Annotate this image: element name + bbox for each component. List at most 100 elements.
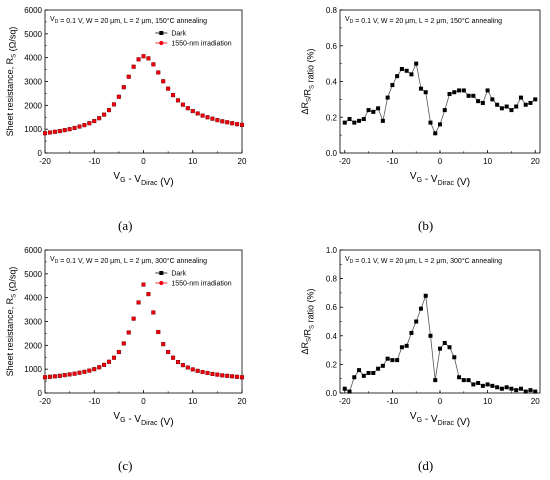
panel-d-y-tick-label: 0.8 [326, 275, 338, 284]
panel-d-data-point [504, 385, 509, 390]
panel-a-y-tick-label: 1000 [24, 125, 42, 134]
panel-d-data-point [371, 370, 376, 375]
panel-c-data-point [185, 365, 190, 370]
panel-c-data-point [57, 373, 62, 378]
panel-b-data-point [509, 108, 514, 113]
panel-d-data-point [442, 340, 447, 345]
panel-a-data-point [141, 54, 146, 59]
panel-d-data-point [342, 386, 347, 391]
panel-b-y-tick-label: 0.0 [326, 149, 338, 158]
panel-a-data-point [111, 102, 117, 107]
panel-c-legend-marker [159, 280, 164, 286]
panel-a-data-point [234, 122, 240, 127]
panel-c-data-point [131, 316, 136, 321]
panel-c-y-tick-label: 5000 [24, 270, 42, 279]
panel-a-data-point [121, 85, 126, 90]
panel-b-data-point [414, 61, 419, 66]
panel-d-data-point [418, 306, 423, 311]
panel-c-data-point [239, 375, 245, 380]
panel-c-data-point [156, 329, 161, 335]
panel-b-data-point [347, 117, 352, 122]
panel-d-data-point [495, 385, 500, 390]
panel-d-data-point [499, 386, 504, 391]
panel-d-y-tick-label: 0.2 [326, 360, 338, 369]
panel-c-annotation: VD = 0.1 V, W = 20 μm, L = 2 μm, 300°C a… [50, 256, 207, 265]
panel-a-data-point [156, 70, 161, 75]
panel-c-x-axis-label: VG - VDirac (V) [113, 411, 173, 428]
panel-label-b: (b) [418, 218, 434, 233]
panel-b-data-point [366, 108, 371, 113]
panel-label-c: (c) [118, 458, 133, 473]
panel-d-data-point [476, 380, 481, 385]
panel-b-data-point [447, 92, 452, 97]
panel-d-data-point [433, 378, 438, 383]
panel-c-data-point [141, 282, 146, 287]
panel-a-y-axis-label: Sheet resistance, RS (Ω/sq) [5, 27, 18, 137]
panel-a-legend-label: Dark [171, 31, 186, 38]
panel-label-d: (d) [418, 458, 434, 473]
panel-b-data-point [409, 72, 414, 77]
panel-d-data-point [414, 319, 419, 324]
panel-a-data-point [72, 125, 77, 131]
panel-d-data-point [518, 386, 523, 391]
panel-a-data-point [195, 111, 200, 116]
panel-d-data-point [509, 386, 514, 391]
panel-c-legend-marker [159, 271, 164, 275]
panel-b-annotation: VD = 0.1 V, W = 20 μm, L = 2 μm, 150°C a… [345, 16, 502, 25]
panel-d-data-point [480, 383, 485, 388]
panel-a-x-tick-label: -10 [88, 157, 100, 166]
panel-c-data-point [220, 373, 225, 378]
panel-c-data-point [121, 341, 126, 346]
panel-d-data-point [366, 370, 371, 375]
panel-a-legend-marker [159, 40, 164, 46]
panel-c-data-point [151, 310, 156, 315]
panel-a-data-point [230, 121, 235, 126]
panel-c-data-point [166, 349, 171, 355]
panel-c-x-tick-label: 0 [141, 397, 146, 406]
panel-a-x-tick-label: 10 [188, 157, 197, 166]
panel-b-data-point [442, 108, 447, 113]
panel-b-data-point [399, 66, 404, 71]
panel-b-data-point [361, 117, 366, 122]
panel-b-data-point [514, 104, 519, 109]
panel-b-data-point [476, 99, 481, 104]
panel-a-data-point [190, 108, 195, 114]
panel-b-data-point [342, 120, 347, 125]
panel-b-data-point [428, 120, 433, 125]
panel-c-y-tick-label: 2000 [24, 341, 42, 350]
panel-a-y-tick-label: 2000 [24, 101, 42, 110]
panel-d-data-point [514, 388, 519, 393]
panel-c-data-point [97, 365, 102, 370]
panel-c-data-point [87, 368, 92, 373]
panel-a-data-point [47, 130, 53, 135]
panel-label-a: (a) [118, 218, 133, 233]
panel-c-data-point [106, 359, 112, 364]
panel-a-data-point [57, 128, 62, 134]
panel-c-y-tick-label: 4000 [24, 294, 42, 303]
panel-c-y-tick-label: 6000 [24, 246, 42, 255]
panel-b-data-point [385, 95, 390, 100]
panel-b-data-point [371, 109, 376, 114]
panel-a-data-point [225, 120, 230, 125]
panel-a-x-tick-label: -20 [39, 157, 51, 166]
panel-d-data-point [452, 355, 457, 360]
panel-b-data-point [395, 74, 400, 79]
panel-a-data-point [175, 98, 181, 103]
panel-b-data-point [461, 88, 466, 93]
panel-c-data-point [126, 330, 131, 335]
panel-d-data-point [399, 345, 404, 350]
panel-b-y-tick-label: 0.2 [326, 113, 338, 122]
panel-d-data-point [404, 343, 409, 348]
panel-d-data-point [523, 389, 528, 394]
panel-d-data-point [428, 333, 433, 338]
panel-b-data-point [533, 97, 538, 102]
panel-a-data-point [151, 62, 156, 67]
panel-c-x-tick-label: -20 [39, 397, 51, 406]
panel-a-annotation: VD = 0.1 V, W = 20 μm, L = 2 μm, 150°C a… [50, 16, 207, 25]
panel-c-data-point [190, 367, 195, 372]
panel-d-data-point [380, 363, 385, 368]
panel-d-data-point [385, 356, 390, 361]
panel-b-data-point [357, 118, 362, 123]
panel-c-data-point [62, 373, 67, 378]
panel-c-x-tick-label: 10 [188, 397, 197, 406]
